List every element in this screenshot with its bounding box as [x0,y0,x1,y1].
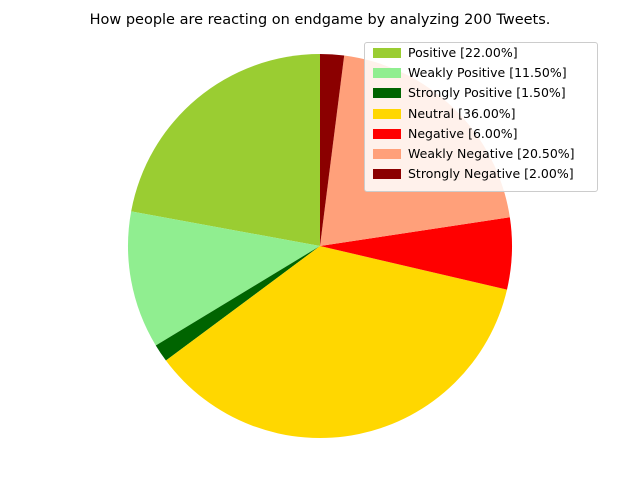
legend-label-3: Neutral [36.00%] [408,105,516,121]
legend-label-0: Positive [22.00%] [408,45,518,60]
legend-item-5: Weakly Negative [20.50%] [373,147,575,161]
legend-item-2: Strongly Positive [1.50%] [373,86,566,100]
chart-title: How people are reacting on endgame by an… [89,12,551,28]
pie-slice-1 [128,211,320,346]
legend-item-1: Weakly Positive [11.50%] [373,66,567,80]
legend-item-6: Strongly Negative [2.00%] [373,167,574,181]
legend-swatch-0 [373,48,401,58]
legend-swatch-2 [373,88,401,99]
legend-swatch-6 [373,169,401,180]
legend-item-3: Neutral [36.00%] [373,105,516,121]
pie-slice-3 [165,246,507,438]
legend-label-4: Negative [6.00%] [408,125,518,141]
legend-item-0: Positive [22.00%] [373,46,518,60]
pie-slice-6 [320,54,345,246]
legend-swatch-4 [373,128,401,139]
legend-label-2: Strongly Positive [1.50%] [408,85,566,101]
legend-item-4: Negative [6.00%] [373,125,518,141]
pie-slice-2 [155,246,320,361]
legend-label-1: Weakly Positive [11.50%] [408,65,567,81]
legend-swatch-1 [373,68,401,79]
pie-slice-0 [131,54,320,246]
legend: Positive [22.00%] Weakly Positive [11.50%… [364,42,598,192]
legend-swatch-5 [373,149,401,159]
legend-label-5: Weakly Negative [20.50%] [408,146,575,161]
legend-swatch-3 [373,108,401,119]
legend-label-6: Strongly Negative [2.00%] [408,166,574,182]
pie-slice-4 [320,217,512,290]
